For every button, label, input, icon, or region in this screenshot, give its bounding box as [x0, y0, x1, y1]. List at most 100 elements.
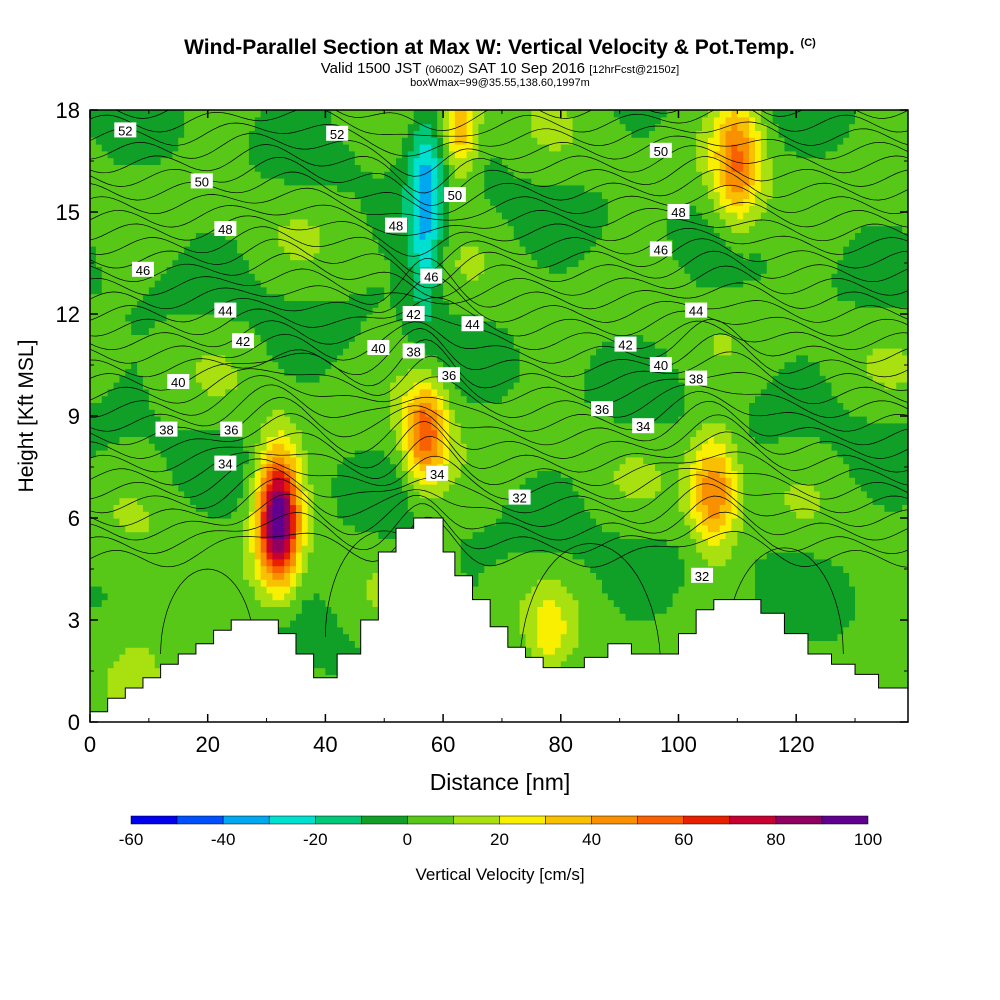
velocity-cell [213, 191, 221, 199]
velocity-cell [396, 368, 403, 376]
velocity-cell [243, 456, 250, 465]
velocity-cell [166, 150, 173, 159]
velocity-cell [278, 450, 285, 458]
velocity-cell [290, 320, 297, 329]
velocity-cell [254, 456, 262, 465]
velocity-cell [254, 293, 262, 301]
velocity-cell [90, 218, 97, 227]
velocity-cell [366, 599, 374, 607]
velocity-cell [190, 259, 197, 267]
velocity-cell [284, 307, 291, 315]
velocity-cell [107, 368, 115, 376]
velocity-cell [290, 490, 297, 499]
velocity-cell [307, 388, 315, 397]
velocity-cell [260, 218, 268, 227]
velocity-cell [260, 572, 268, 580]
velocity-cell [290, 137, 297, 145]
velocity-cell [101, 640, 109, 648]
velocity-cell [160, 259, 168, 267]
velocity-cell [366, 225, 374, 233]
velocity-cell [101, 545, 109, 553]
velocity-cell [225, 450, 232, 458]
velocity-cell [90, 123, 97, 131]
velocity-cell [366, 402, 374, 410]
velocity-cell [190, 640, 197, 648]
velocity-cell [284, 341, 291, 349]
velocity-cell [107, 660, 115, 669]
velocity-cell [313, 286, 321, 295]
velocity-cell [95, 341, 103, 349]
velocity-cell [142, 599, 150, 607]
velocity-cell [178, 524, 185, 533]
velocity-cell [284, 123, 291, 131]
velocity-cell [160, 633, 168, 641]
velocity-cell [95, 545, 103, 553]
velocity-cell [390, 164, 397, 172]
velocity-cell [266, 300, 274, 308]
velocity-cell [154, 592, 162, 601]
velocity-cell [201, 497, 209, 505]
velocity-cell [178, 123, 185, 131]
velocity-cell [360, 293, 368, 301]
velocity-cell [372, 334, 379, 342]
velocity-cell [331, 116, 338, 125]
velocity-cell [354, 205, 362, 213]
velocity-cell [172, 647, 179, 655]
velocity-cell [225, 252, 232, 261]
velocity-cell [119, 184, 126, 193]
velocity-cell [166, 225, 173, 233]
velocity-cell [248, 137, 256, 145]
velocity-cell [101, 225, 109, 233]
velocity-cell [313, 470, 321, 478]
velocity-cell [313, 606, 321, 614]
velocity-cell [260, 212, 268, 220]
velocity-cell [90, 116, 97, 125]
velocity-cell [396, 490, 403, 499]
velocity-cell [201, 409, 209, 417]
velocity-cell [113, 497, 121, 505]
velocity-cell [313, 660, 321, 669]
velocity-cell [219, 246, 226, 254]
velocity-cell [272, 286, 279, 295]
velocity-cell [172, 246, 179, 254]
velocity-cell [378, 171, 385, 179]
velocity-cell [184, 361, 191, 369]
velocity-cell [407, 422, 415, 431]
velocity-cell [260, 395, 268, 403]
velocity-cell [331, 667, 338, 675]
velocity-cell [137, 640, 144, 648]
velocity-cell [213, 552, 221, 560]
velocity-cell [172, 490, 179, 499]
velocity-cell [266, 395, 274, 403]
velocity-cell [142, 232, 150, 240]
velocity-cell [107, 123, 115, 131]
velocity-cell [366, 450, 374, 458]
velocity-cell [190, 361, 197, 369]
velocity-cell [348, 402, 356, 410]
velocity-cell [184, 531, 191, 539]
velocity-cell [278, 239, 285, 247]
velocity-cell [119, 416, 126, 424]
velocity-cell [396, 300, 403, 308]
velocity-cell [201, 164, 209, 172]
velocity-cell [148, 232, 156, 240]
velocity-cell [201, 613, 209, 621]
velocity-cell [343, 280, 350, 288]
velocity-cell [237, 511, 244, 519]
velocity-cell [166, 123, 173, 131]
velocity-cell [90, 388, 97, 397]
velocity-cell [313, 334, 321, 342]
velocity-cell [219, 110, 226, 118]
velocity-cell [407, 334, 415, 342]
velocity-cell [278, 280, 285, 288]
velocity-cell [125, 239, 132, 247]
velocity-cell [101, 450, 109, 458]
velocity-cell [184, 123, 191, 131]
velocity-cell [248, 368, 256, 376]
velocity-cell [407, 497, 415, 505]
velocity-cell [190, 620, 197, 628]
velocity-cell [390, 518, 397, 526]
velocity-cell [313, 599, 321, 607]
velocity-cell [372, 552, 379, 560]
velocity-cell [213, 388, 221, 397]
